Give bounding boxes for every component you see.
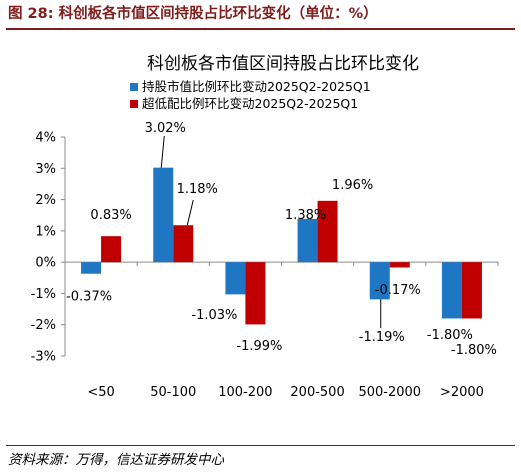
data-label-series2-1: 1.18%: [177, 182, 218, 197]
bar-series1-4: [369, 262, 390, 300]
data-label-series1-2: -1.03%: [191, 308, 237, 323]
bar-series2-2: [245, 262, 266, 325]
y-tick-label: 0%: [35, 256, 56, 271]
y-tick-label: -3%: [31, 350, 56, 365]
data-label-series2-4: -0.17%: [375, 283, 421, 298]
y-tick-label: 4%: [35, 131, 56, 146]
data-label-series1-5: -1.80%: [427, 328, 473, 343]
bar-series1-5: [441, 262, 462, 319]
data-label-series2-5: -1.80%: [451, 343, 497, 358]
bar-series2-0: [101, 236, 122, 263]
data-label-series2-3: 1.96%: [332, 178, 373, 193]
bar-series1-0: [81, 262, 102, 274]
y-tick-label: 3%: [35, 162, 56, 177]
x-category-label: <50: [87, 385, 114, 400]
data-label-leader: [160, 135, 165, 168]
data-label-series2-0: 0.83%: [90, 208, 131, 223]
legend-swatch-2: [130, 100, 138, 108]
chart-title: 科创板各市值区间持股占比环比变化: [147, 54, 419, 74]
x-category-label: 500-2000: [358, 385, 421, 400]
x-category-label: 50-100: [150, 385, 196, 400]
bar-series1-2: [225, 262, 246, 295]
legend-swatch-1: [130, 83, 138, 91]
figure-header: 图 28: 科创板各市值区间持股占比环比变化（单位：%）: [8, 2, 513, 27]
x-category-label: 100-200: [218, 385, 272, 400]
header-rule: [6, 28, 515, 30]
data-label-series1-4: -1.19%: [359, 330, 405, 345]
bar-series2-5: [461, 262, 482, 319]
source-note: 资料来源：万得，信达证券研发中心: [8, 452, 224, 468]
data-label-series1-1: 3.02%: [145, 121, 186, 136]
y-tick-label: 1%: [35, 224, 56, 239]
legend-label-2: 超低配比例环比变动2025Q2-2025Q1: [142, 96, 358, 111]
source-rule: [6, 445, 515, 446]
figure-number: 图 28:: [8, 6, 54, 22]
bar-chart: 科创板各市值区间持股占比环比变化 持股市值比例环比变动2025Q2-2025Q1…: [31, 54, 499, 400]
bar-series1-3: [297, 218, 318, 263]
data-label-series1-3: 1.38%: [285, 208, 326, 223]
data-label-leader: [186, 199, 194, 226]
y-tick-label: -2%: [31, 318, 56, 333]
bar-series2-4: [389, 262, 410, 268]
y-tick-label: -1%: [31, 287, 56, 302]
x-category-label: 200-500: [290, 385, 344, 400]
bar-series2-1: [173, 225, 194, 263]
figure-title: 科创板各市值区间持股占比环比变化（单位：%）: [58, 6, 378, 22]
bar-series1-1: [153, 167, 174, 263]
legend-label-1: 持股市值比例环比变动2025Q2-2025Q1: [142, 79, 371, 94]
bar-series2-3: [317, 200, 338, 263]
data-label-series1-0: -0.37%: [66, 290, 112, 305]
y-tick-label: 2%: [35, 193, 56, 208]
x-category-label: >2000: [440, 385, 484, 400]
data-label-series2-2: -1.99%: [236, 339, 282, 354]
